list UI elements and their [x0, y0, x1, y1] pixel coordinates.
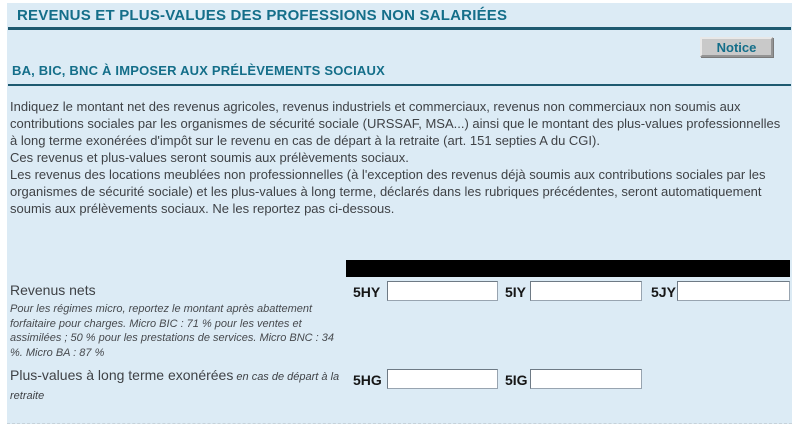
field-code-5iy: 5IY: [505, 284, 527, 300]
input-5hg[interactable]: [387, 369, 498, 389]
section-heading: BA, BIC, BNC À IMPOSER AUX PRÉLÈVEMENTS …: [12, 63, 385, 78]
notice-button[interactable]: Notice: [700, 37, 773, 57]
title-underline: [8, 27, 791, 30]
input-5jy[interactable]: [677, 281, 790, 301]
micro-regime-note: Pour les régimes micro, reportez le mont…: [10, 303, 335, 359]
input-5ig[interactable]: [530, 369, 642, 389]
field-code-5ig: 5IG: [505, 372, 528, 388]
section-underline: [8, 84, 791, 86]
field-code-5hg: 5HG: [353, 372, 382, 388]
row-label-plus-values-main: Plus-values à long terme exonérées: [10, 367, 234, 383]
field-code-5jy: 5JY: [651, 284, 676, 300]
row-label-plus-values: Plus-values à long terme exonérées en ca…: [10, 367, 342, 405]
row-label-revenus-nets: Revenus nets: [10, 282, 96, 298]
row-label-plus-values-suffix: en cas de départ à la retraite: [10, 371, 340, 402]
intro-paragraph-2: Ces revenus et plus-values seront soumis…: [10, 150, 409, 165]
page-title: REVENUS ET PLUS-VALUES DES PROFESSIONS N…: [17, 7, 508, 24]
input-5iy[interactable]: [530, 281, 642, 301]
intro-text: Indiquez le montant net des revenus agri…: [10, 98, 789, 217]
input-5hy[interactable]: [387, 281, 498, 301]
content-panel: [7, 3, 792, 424]
intro-paragraph-1: Indiquez le montant net des revenus agri…: [10, 99, 781, 148]
field-code-5hy: 5HY: [353, 284, 381, 300]
intro-paragraph-3: Les revenus des locations meublées non p…: [10, 167, 766, 216]
column-header-bar: [346, 260, 790, 277]
